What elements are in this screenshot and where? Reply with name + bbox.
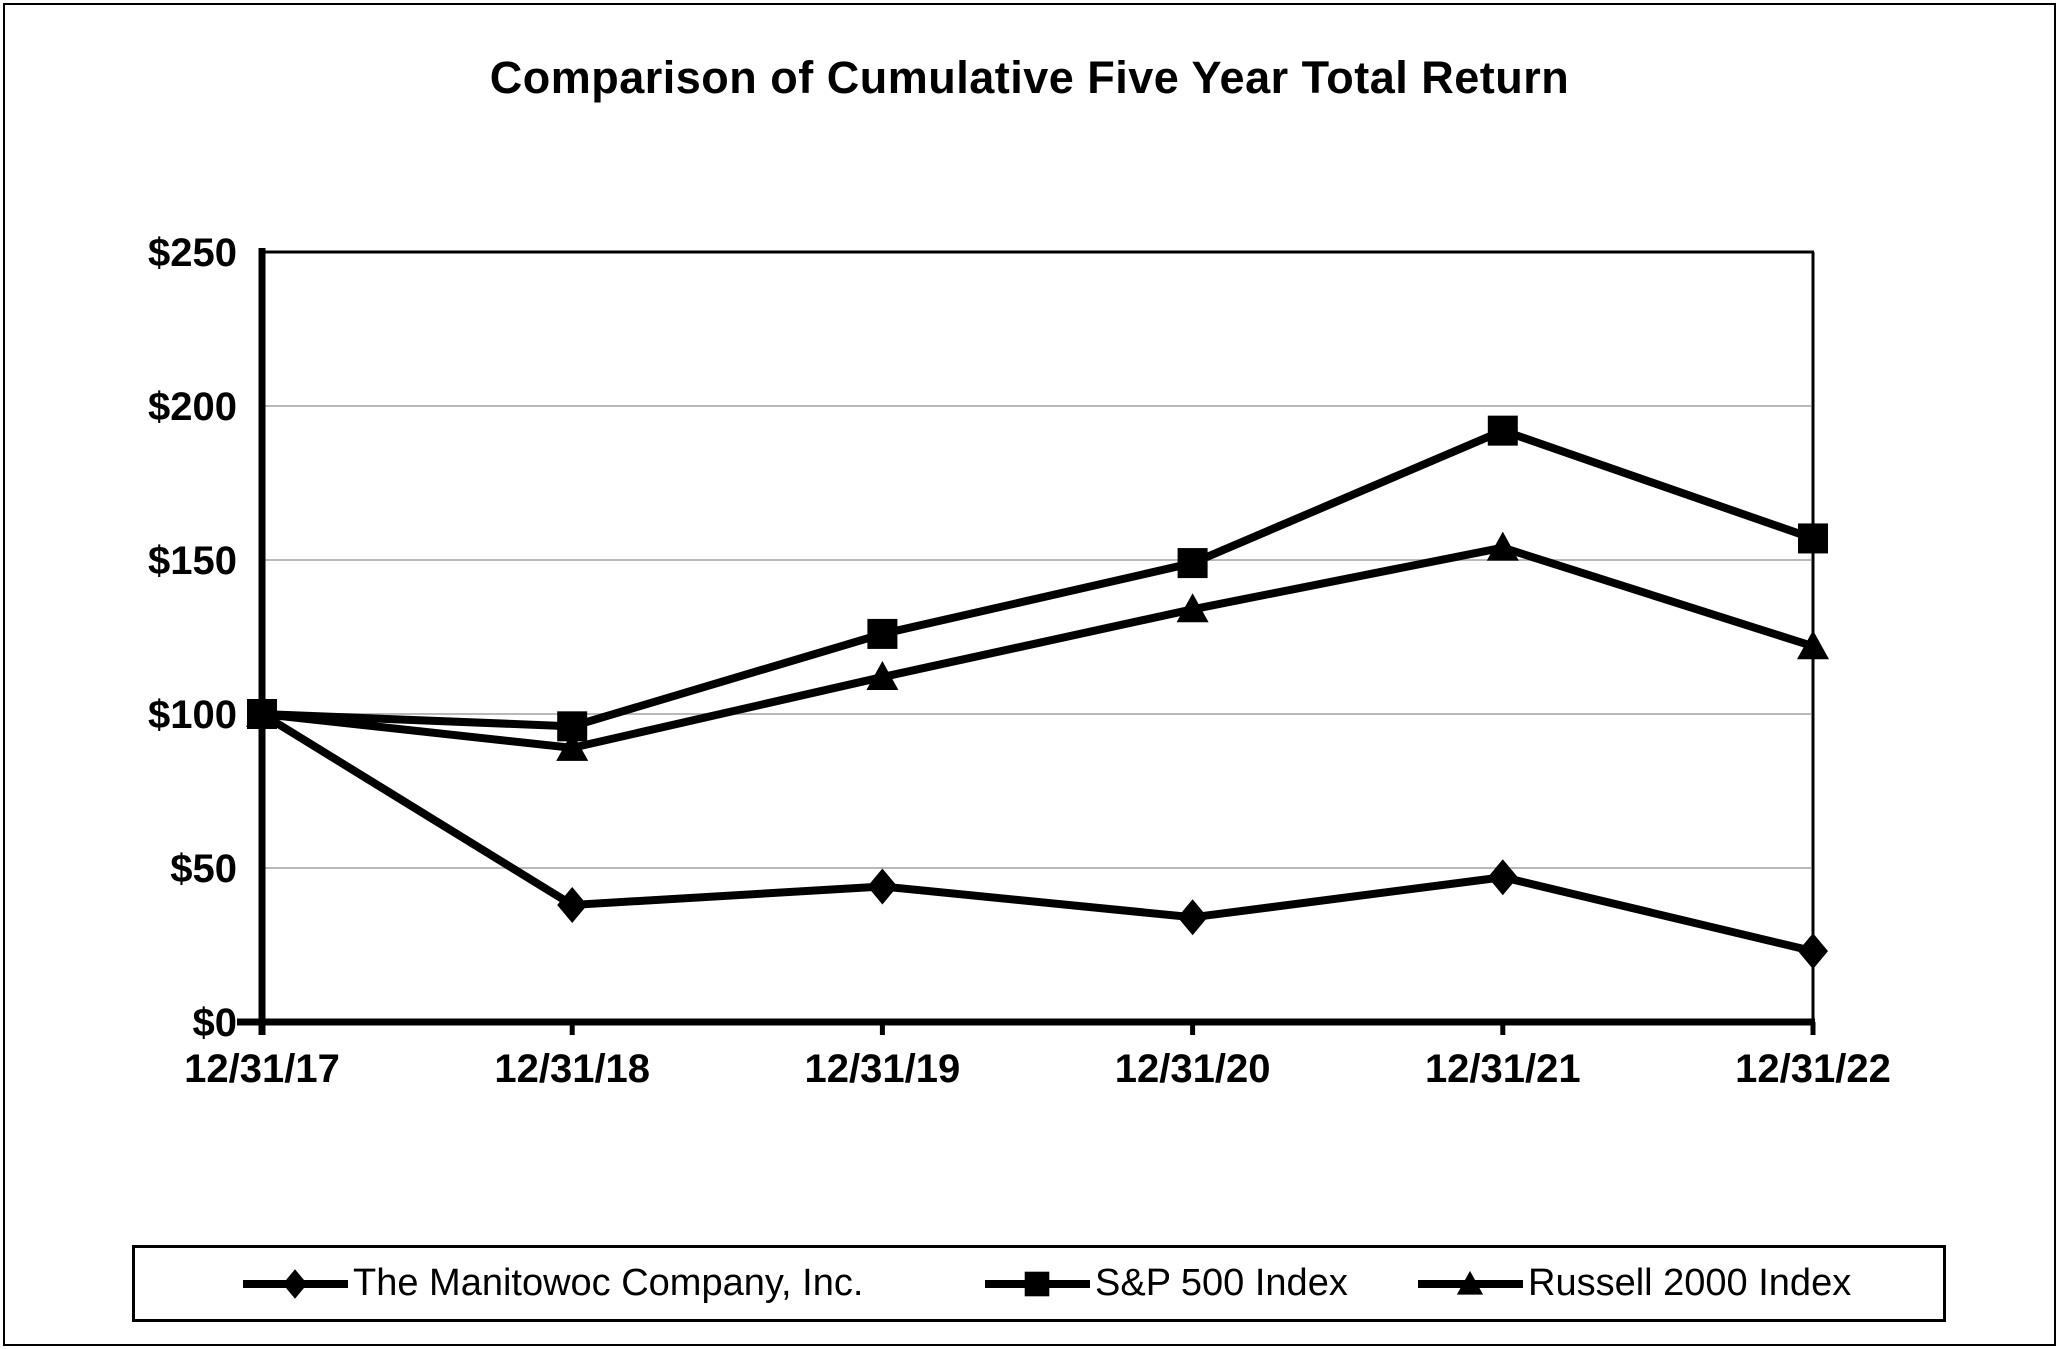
square-marker	[1177, 548, 1208, 579]
axes	[237, 248, 1816, 1035]
square-marker	[557, 711, 588, 742]
series-lines	[246, 415, 1829, 970]
square-marker	[1024, 1271, 1050, 1296]
triangle-marker	[1797, 630, 1829, 660]
legend-label-russell: Russell 2000 Index	[1528, 1262, 1852, 1304]
legend-label-sp500: S&P 500 Index	[1095, 1262, 1348, 1304]
series-square	[247, 415, 1828, 742]
triangle-marker	[1176, 593, 1209, 623]
legend-entry-sp500: S&P 500 Index	[985, 1248, 1348, 1319]
legend-entry-manitowoc: The Manitowoc Company, Inc.	[243, 1248, 863, 1319]
triangle-marker	[556, 731, 589, 761]
triangle-marker-icon	[1418, 1270, 1523, 1295]
y-tick-label: $150	[148, 539, 237, 583]
x-tick-label: 12/31/21	[1425, 1047, 1581, 1091]
diamond-marker-icon	[243, 1268, 348, 1299]
series-line	[259, 710, 1814, 956]
diamond-marker	[867, 868, 898, 905]
y-tick-labels: $0 $50 $100 $150 $200 $250	[148, 231, 237, 1045]
square-marker	[867, 618, 898, 649]
square-marker-icon	[985, 1271, 1090, 1296]
diamond-marker	[1487, 859, 1518, 896]
triangle-marker	[1456, 1270, 1484, 1295]
series-line	[261, 426, 1815, 731]
legend-entry-russell: Russell 2000 Index	[1418, 1248, 1851, 1319]
series-line	[261, 543, 1815, 752]
square-marker	[247, 699, 277, 729]
diamond-marker	[1177, 899, 1208, 936]
triangle-marker	[1486, 531, 1519, 561]
y-tick-label: $200	[148, 385, 237, 429]
diamond-marker	[282, 1268, 308, 1299]
y-tick-label: $100	[148, 693, 237, 737]
y-tick-label: $0	[193, 1001, 238, 1045]
legend: The Manitowoc Company, Inc. S&P 500 Inde…	[132, 1245, 1946, 1322]
x-tick-label: 12/31/20	[1115, 1047, 1271, 1091]
legend-label-manitowoc: The Manitowoc Company, Inc.	[353, 1262, 864, 1304]
x-tick-label: 12/31/19	[805, 1047, 961, 1091]
diamond-marker	[1798, 933, 1828, 970]
diamond-marker	[557, 886, 588, 923]
square-marker	[1487, 415, 1518, 446]
y-tick-label: $50	[170, 847, 237, 891]
x-tick-label: 12/31/17	[184, 1047, 340, 1091]
plot-border	[262, 250, 1815, 1022]
x-tick-label: 12/31/18	[494, 1047, 650, 1091]
x-tick-labels: 12/31/17 12/31/18 12/31/19 12/31/20 12/31/21…	[184, 1047, 1891, 1091]
square-marker	[1798, 523, 1828, 554]
y-tick-label: $250	[148, 231, 237, 275]
chart-title: Comparison of Cumulative Five Year Total…	[489, 52, 1570, 103]
triangle-marker	[866, 661, 899, 691]
x-tick-label: 12/31/22	[1735, 1047, 1891, 1091]
gridlines	[265, 405, 1811, 869]
